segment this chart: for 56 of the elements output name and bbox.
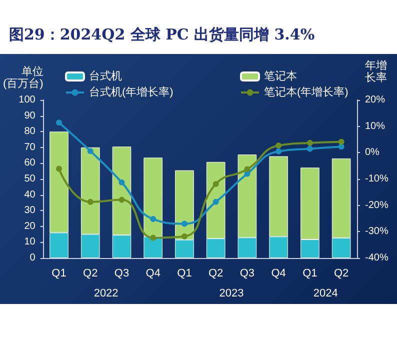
point — [212, 198, 219, 205]
y-tick-label: 50 — [24, 174, 36, 184]
y-tick-label: 30 — [24, 205, 36, 216]
y-tick-label: 70 — [24, 142, 36, 153]
x-tick-label: Q4 — [271, 268, 286, 280]
legend-label: 台式机(年增长率) — [89, 86, 174, 98]
text: 2022 — [94, 288, 118, 300]
y-tick-label: 10 — [24, 236, 36, 248]
point — [150, 216, 156, 222]
point — [56, 120, 62, 126]
y-tick-label: 60 — [24, 158, 36, 169]
y2-axis-title: 年增长率 — [365, 60, 387, 84]
chart-title: 图29：2024Q2 全球 PC 出货量同增 3.4% — [9, 26, 315, 44]
point — [181, 233, 188, 240]
x-tick-label: Q2 — [334, 268, 349, 280]
x-tick-label: Q2 — [208, 268, 224, 280]
y-axis-title: 单位 (百万台) — [3, 65, 44, 90]
y2-tick-label: -20% — [365, 200, 388, 211]
point — [150, 234, 156, 241]
legend-label: 台式机 — [89, 70, 122, 82]
point — [118, 179, 125, 186]
x-tick-label: Q1 — [177, 268, 192, 280]
y2-tick-label: 20% — [365, 94, 386, 106]
x-tick-label: Q4 — [146, 268, 160, 280]
y2-tick-label: -40% — [365, 252, 388, 264]
y-tick-label: 20 — [24, 220, 36, 232]
point — [306, 146, 313, 152]
y2-tick-label: 10% — [365, 120, 386, 132]
point — [276, 148, 282, 154]
text: 2023 — [219, 288, 244, 300]
point — [181, 220, 188, 227]
point — [276, 142, 282, 149]
x-tick-label: Q1 — [52, 268, 66, 280]
point — [87, 198, 94, 205]
x-tick-label: Q1 — [302, 268, 318, 280]
point — [118, 196, 125, 203]
y-tick-label: 100 — [18, 94, 36, 106]
point — [244, 166, 250, 172]
y-tick-label: 90 — [24, 110, 36, 122]
y2-tick-label: -10% — [365, 174, 388, 184]
x-tick-label: Q2 — [83, 268, 98, 280]
point — [87, 148, 94, 154]
y-tick-label: 40 — [24, 189, 36, 200]
text: 2024 — [313, 288, 338, 300]
y2-tick-label: 0% — [365, 147, 380, 158]
point — [306, 140, 313, 146]
legend-label: 笔记本 — [264, 70, 297, 82]
x-tick-label: Q3 — [114, 268, 130, 280]
y-tick-label: 0 — [30, 252, 36, 264]
point — [56, 166, 62, 172]
point — [212, 181, 219, 187]
y2-tick-label: -30% — [365, 226, 388, 238]
x-tick-label: Q3 — [240, 268, 255, 280]
legend-label: 笔记本(年增长率) — [264, 86, 348, 98]
point — [338, 138, 344, 145]
y-tick-label: 80 — [24, 126, 36, 138]
